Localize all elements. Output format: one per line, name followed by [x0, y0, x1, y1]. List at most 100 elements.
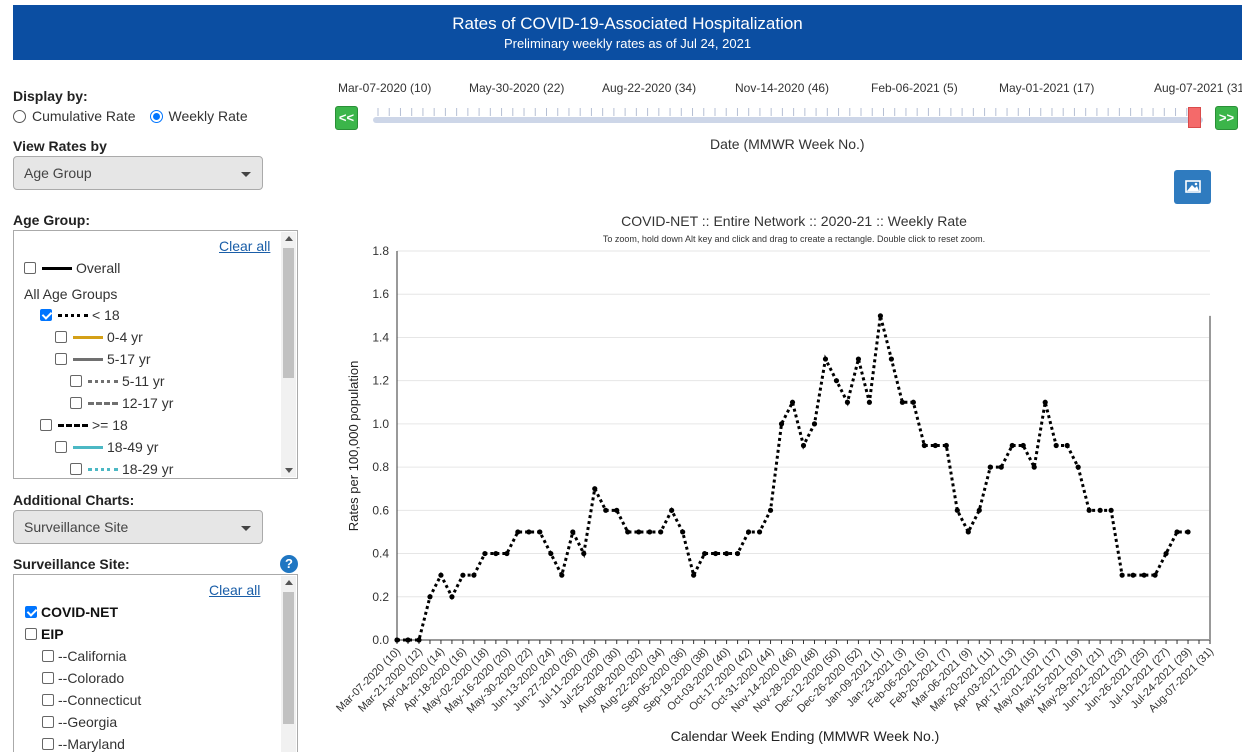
checkbox-18-29[interactable]	[70, 463, 82, 475]
slider-next-button[interactable]: >>	[1215, 106, 1238, 130]
data-point	[1119, 572, 1125, 578]
item-label: >= 18	[92, 417, 128, 433]
checkbox-overall[interactable]	[24, 262, 36, 274]
checkbox-0-4[interactable]	[55, 331, 67, 343]
scroll-thumb[interactable]	[283, 592, 294, 724]
item-label: --Connecticut	[58, 692, 142, 708]
data-point	[1174, 529, 1180, 535]
solid-line-icon	[73, 445, 103, 449]
list-item[interactable]: < 18	[40, 307, 120, 323]
data-point	[1031, 464, 1037, 470]
chevron-down-icon	[241, 526, 251, 531]
chevron-down-icon	[241, 172, 251, 177]
checkbox-5-17[interactable]	[55, 353, 67, 365]
data-point	[416, 637, 422, 643]
surveillance-scrollbar[interactable]	[281, 576, 296, 752]
data-point	[1097, 507, 1103, 513]
list-item[interactable]: 5-17 yr	[55, 351, 151, 367]
y-tick-label: 0.2	[372, 590, 389, 604]
weekly-rate-radio[interactable]	[149, 109, 163, 123]
checkbox-5-11[interactable]	[70, 375, 82, 387]
x-axis: Mar-07-2020 (10)Mar-21-2020 (12)Apr-04-2…	[334, 639, 1216, 716]
cumulative-rate-radio[interactable]	[13, 109, 26, 123]
data-point	[702, 550, 708, 557]
y-tick-label: 0.4	[372, 547, 389, 561]
list-item[interactable]: --California	[42, 648, 126, 664]
data-point	[888, 356, 894, 362]
y-tick-label: 1.2	[372, 374, 389, 388]
list-item[interactable]: --Colorado	[42, 670, 124, 686]
data-point	[1020, 442, 1026, 449]
chart-grid	[397, 250, 1210, 641]
checkbox-connecticut[interactable]	[42, 694, 54, 706]
age-group-label: Age Group:	[13, 212, 90, 228]
scroll-up-icon[interactable]	[285, 580, 293, 585]
list-item[interactable]: >= 18	[40, 417, 128, 433]
slider-prev-button[interactable]: <<	[335, 106, 358, 130]
date-slider-handle[interactable]	[1188, 107, 1201, 128]
list-item[interactable]: 12-17 yr	[70, 395, 173, 411]
slider-title: Date (MMWR Week No.)	[710, 136, 865, 152]
data-point	[954, 507, 960, 513]
checkbox-california[interactable]	[42, 650, 54, 662]
item-label: EIP	[41, 626, 64, 642]
item-label: 5-17 yr	[107, 351, 151, 367]
list-item[interactable]: 5-11 yr	[70, 373, 165, 389]
slider-tick-label: Aug-22-2020 (34)	[602, 81, 697, 95]
list-item[interactable]: --Georgia	[42, 714, 117, 730]
data-point	[713, 550, 719, 557]
data-point	[394, 637, 400, 643]
list-item[interactable]: 18-29 yr	[70, 461, 173, 477]
list-group-header: All Age Groups	[24, 286, 117, 302]
checkbox-covid-net[interactable]	[25, 606, 37, 618]
data-point	[537, 529, 543, 535]
checkbox-maryland[interactable]	[42, 738, 54, 750]
data-point	[921, 442, 927, 449]
checkbox-under-18[interactable]	[40, 309, 52, 321]
scroll-down-icon[interactable]	[285, 468, 293, 473]
data-point	[965, 529, 971, 535]
y-tick-label: 1.8	[372, 244, 389, 258]
data-point	[680, 529, 686, 535]
checkbox-colorado[interactable]	[42, 672, 54, 684]
age-group-scrollbar[interactable]	[281, 232, 296, 477]
dotted-line-icon	[88, 379, 118, 383]
list-item[interactable]: EIP	[25, 626, 64, 642]
surveillance-clear-all-link[interactable]: Clear all	[209, 582, 261, 598]
scroll-thumb[interactable]	[283, 248, 294, 378]
date-slider-track[interactable]	[373, 117, 1203, 123]
item-label: --Colorado	[58, 670, 125, 686]
weekly-rate-label[interactable]: Weekly Rate	[168, 108, 248, 124]
checkbox-18-plus[interactable]	[40, 419, 52, 431]
data-point	[767, 507, 774, 513]
data-point	[998, 464, 1004, 470]
cumulative-rate-label[interactable]: Cumulative Rate	[32, 108, 136, 124]
help-icon[interactable]: ?	[280, 555, 298, 573]
list-item[interactable]: 18-49 yr	[55, 439, 158, 455]
view-rates-by-select[interactable]: Age Group	[13, 156, 263, 190]
header-banner: Rates of COVID-19-Associated Hospitaliza…	[13, 5, 1242, 60]
checkbox-12-17[interactable]	[70, 397, 82, 409]
checkbox-eip[interactable]	[25, 628, 37, 640]
checkbox-18-49[interactable]	[55, 441, 67, 453]
download-image-button[interactable]	[1174, 170, 1211, 204]
image-icon	[1185, 180, 1201, 193]
dashdot-line-icon	[58, 423, 88, 427]
list-item[interactable]: COVID-NET	[25, 604, 118, 620]
checkbox-georgia[interactable]	[42, 716, 54, 728]
list-item[interactable]: 0-4 yr	[55, 329, 143, 345]
list-item[interactable]: --Connecticut	[42, 692, 141, 708]
additional-charts-select[interactable]: Surveillance Site	[13, 510, 263, 544]
y-tick-label: 1.6	[372, 287, 389, 301]
scroll-up-icon[interactable]	[285, 236, 293, 241]
y-axis-label: Rates per 100,000 population	[346, 361, 361, 532]
data-point	[526, 529, 532, 535]
additional-charts-value: Surveillance Site	[24, 519, 129, 535]
slider-tick-label: Nov-14-2020 (46)	[735, 81, 830, 95]
item-label: --Georgia	[58, 714, 118, 730]
data-point	[877, 313, 884, 319]
age-group-clear-all-link[interactable]: Clear all	[219, 238, 271, 254]
list-item[interactable]: --Maryland	[42, 736, 125, 752]
list-item[interactable]: Overall	[24, 260, 120, 276]
